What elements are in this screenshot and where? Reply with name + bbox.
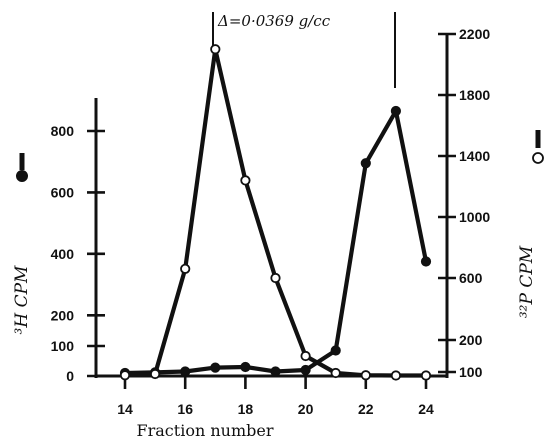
x-tick-label: 22 (358, 401, 374, 417)
data-point-h3 (180, 366, 191, 377)
data-point-h3 (390, 105, 401, 117)
y-right-tick-label: 2200 (459, 26, 490, 42)
series-line-h3 (122, 108, 429, 376)
marks (119, 44, 432, 381)
x-axis-label: Fraction number (137, 421, 274, 440)
y-left-tick-label: 400 (51, 246, 75, 262)
x-tick-label: 24 (418, 401, 434, 417)
x-tick-label: 18 (238, 401, 254, 417)
y-right-tick-label: 1800 (459, 87, 490, 103)
density-annotation: Δ=0·0369 g/cc (217, 12, 331, 30)
data-point-p32 (300, 350, 311, 362)
y-right-tick-label: 600 (459, 270, 483, 286)
y-left-tick-label: 100 (51, 338, 75, 354)
y-left-tick-label: 0 (66, 368, 74, 384)
data-point-p32 (360, 370, 371, 381)
data-point-h3 (420, 256, 432, 267)
data-point-h3 (210, 362, 221, 373)
data-point-p32 (420, 370, 432, 381)
data-point-p32 (150, 368, 161, 380)
y-right-tick-label: 100 (459, 364, 483, 380)
data-point-p32 (270, 272, 281, 284)
x-tick-label: 14 (117, 401, 133, 417)
data-point-h3 (360, 158, 371, 169)
y-axis-label-left: ³H CPM (12, 265, 32, 334)
data-point-h3 (270, 366, 281, 377)
series-line-p32 (122, 47, 429, 378)
data-point-p32 (180, 263, 191, 274)
y-right-tick-label: 200 (459, 332, 483, 348)
x-tick-label: 20 (298, 401, 314, 417)
y-left-tick-label: 200 (51, 307, 75, 323)
data-point-p32 (330, 367, 341, 379)
x-tick-label: 16 (177, 401, 193, 417)
data-point-p32 (210, 44, 221, 55)
data-point-p32 (119, 370, 131, 381)
y-right-tick-label: 1400 (459, 148, 490, 164)
data-point-h3 (330, 345, 341, 356)
axes: 14 16 18 20 22 24 0 100 200 400 600 800 100 200 600 100… (16, 12, 544, 417)
y-axis-label-right: ³²P CPM (517, 245, 537, 318)
legend-marker-p32 (532, 152, 544, 164)
y-right-tick-label: 1000 (459, 209, 490, 225)
legend-marker-h3 (16, 170, 28, 182)
data-point-h3 (240, 361, 251, 373)
y-left-tick-label: 600 (51, 184, 75, 200)
data-point-p32 (390, 370, 401, 381)
data-point-h3 (300, 364, 311, 376)
y-left-tick-label: 800 (51, 123, 75, 139)
data-point-p32 (240, 175, 251, 186)
